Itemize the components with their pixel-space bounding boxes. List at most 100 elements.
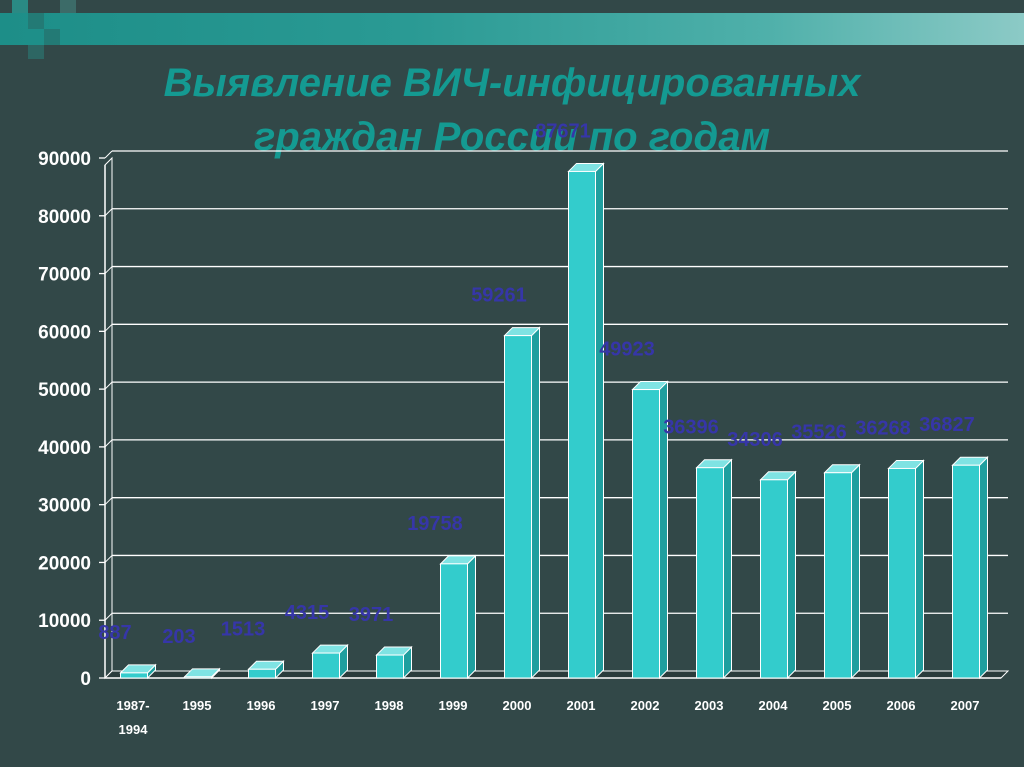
bar	[439, 554, 477, 680]
y-tick-label: 70000	[38, 265, 91, 286]
chart-floor	[103, 670, 1010, 679]
x-tick-label: 1999	[439, 698, 468, 713]
gridlines	[103, 150, 1010, 680]
bar-front	[632, 389, 660, 679]
bar	[119, 663, 157, 680]
x-tick-label: 1995	[183, 698, 212, 713]
bar-front	[568, 170, 596, 679]
x-axis-ticks: 1987- 1994 1995 1996 1997 1998 1999 2000 2001 200…	[116, 698, 979, 737]
bar-front	[440, 563, 468, 679]
bar-side	[723, 458, 732, 680]
bar-front	[888, 467, 916, 679]
bar-front	[760, 479, 788, 679]
value-label: 4315	[285, 602, 330, 624]
bar-front	[184, 676, 212, 679]
y-tick-label: 40000	[38, 438, 91, 459]
y-tick-label: 0	[80, 669, 91, 690]
bar	[887, 459, 925, 680]
bar	[247, 660, 285, 680]
decor-square	[44, 29, 60, 45]
bar-front	[952, 464, 980, 679]
gridline-stub	[104, 150, 113, 159]
x-tick-label: 2003	[695, 698, 724, 713]
value-label: 203	[162, 626, 195, 648]
value-label: 59261	[471, 285, 527, 307]
y-tick-label: 60000	[38, 322, 91, 343]
bar-front	[504, 335, 532, 679]
bar	[823, 463, 861, 680]
bar	[759, 470, 797, 680]
gridline-stub	[104, 439, 113, 448]
value-label: 36268	[855, 417, 911, 439]
bar-side	[851, 463, 860, 680]
chart-title-line-1: Выявление ВИЧ-инфицированных	[163, 61, 861, 105]
y-tick-label: 50000	[38, 380, 91, 401]
bar-side	[595, 162, 604, 680]
y-tick-label: 20000	[38, 553, 91, 574]
decor-square	[28, 45, 44, 59]
bar	[311, 643, 349, 680]
value-labels: 887 203 1513 4315 3971 19758 59261 87671 49923 36…	[98, 120, 975, 647]
gridline-stub	[104, 323, 113, 332]
bar	[695, 458, 733, 680]
bar	[503, 326, 541, 680]
y-tick-label: 30000	[38, 496, 91, 517]
gridline-stub	[104, 208, 113, 217]
x-tick-label: 2001	[567, 698, 596, 713]
bar-front	[248, 668, 276, 679]
x-tick-label: 2005	[823, 698, 852, 713]
x-tick-label: 1997	[311, 698, 340, 713]
value-label: 36827	[919, 414, 975, 436]
decor-square	[12, 0, 28, 13]
side-wall	[104, 156, 113, 680]
decor-square	[60, 0, 76, 13]
bar-front	[824, 472, 852, 679]
y-tick-label: 90000	[38, 149, 91, 170]
value-label: 87671	[535, 120, 591, 142]
x-tick-label: 2000	[503, 698, 532, 713]
bar	[631, 380, 669, 680]
gridline-stub	[104, 381, 113, 390]
gridline-stub	[104, 497, 113, 506]
chart-title-line-2: граждан России по годам	[253, 115, 771, 159]
x-tick-label: 1998	[375, 698, 404, 713]
x-tick-label: 2004	[759, 698, 789, 713]
bar-front	[696, 467, 724, 679]
value-label: 36396	[663, 417, 719, 439]
bar-side	[467, 554, 476, 680]
bar	[951, 456, 989, 680]
gridline-stub	[104, 612, 113, 621]
bar-side	[531, 326, 540, 680]
x-tick-label: 1996	[247, 698, 276, 713]
value-label: 34306	[727, 429, 783, 451]
x-tick-label: 1987-	[116, 698, 149, 713]
bars	[119, 162, 989, 680]
bar-side	[979, 456, 988, 680]
chart-title: Выявление ВИЧ-инфицированных граждан Рос…	[0, 56, 1024, 164]
gridline-stub	[104, 555, 113, 563]
value-label: 1513	[221, 618, 266, 640]
bar	[567, 162, 605, 680]
bar-side	[787, 470, 796, 680]
value-label: 19758	[407, 513, 463, 535]
value-label: 3971	[349, 604, 394, 626]
x-tick-label: 2007	[951, 698, 980, 713]
value-label: 887	[98, 622, 131, 644]
bar-front	[120, 672, 148, 679]
x-tick-label: 2006	[887, 698, 916, 713]
x-tick-label: 1994	[119, 722, 149, 737]
y-tick-label: 10000	[38, 611, 91, 632]
x-tick-label: 2002	[631, 698, 660, 713]
bar-front	[376, 654, 404, 679]
gridline-stub	[104, 266, 113, 274]
value-label: 49923	[599, 339, 655, 361]
bar	[183, 667, 221, 680]
bar-side	[915, 459, 924, 680]
decor-square	[28, 13, 44, 29]
bar	[375, 645, 413, 680]
header-bar	[0, 13, 1024, 45]
value-label: 35526	[791, 422, 847, 444]
bar-front	[312, 652, 340, 679]
y-tick-label: 80000	[38, 207, 91, 228]
